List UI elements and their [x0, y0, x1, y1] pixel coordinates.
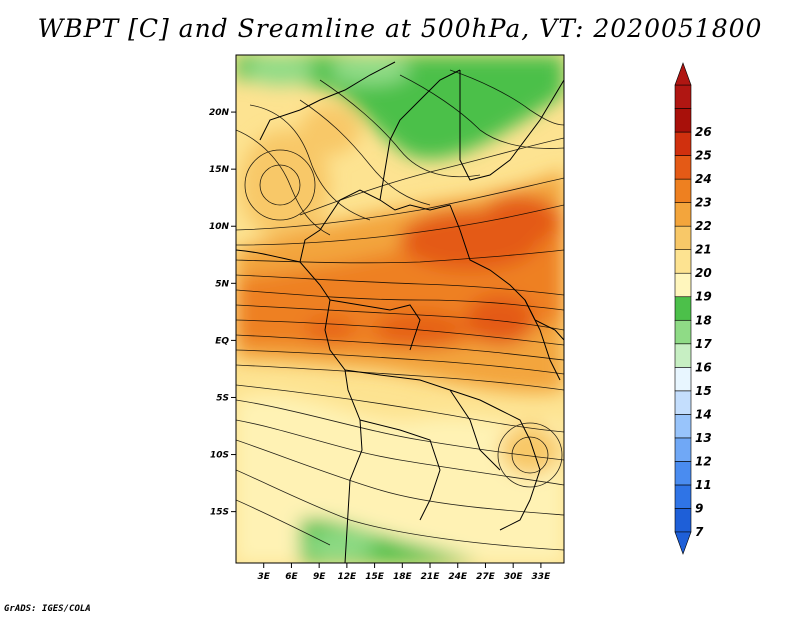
colorbar-swatch [674, 508, 692, 533]
lon-tick-label: 12E [338, 572, 358, 582]
grads-credit: GrADS: IGES/COLA [4, 604, 91, 614]
latitude-axis: 20N 15N 10N 5N EQ 5S 10S 15S [209, 108, 236, 518]
lon-tick-label: 6E [285, 572, 298, 582]
colorbar-swatch [674, 390, 692, 415]
colorbar-label: 17 [695, 337, 712, 351]
colorbar-label: 25 [695, 149, 712, 163]
lon-tick-label: 27E [476, 572, 496, 582]
colorbar-label: 9 [695, 501, 703, 515]
lat-tick-label: 10S [210, 451, 229, 461]
lon-tick-label: 33E [532, 572, 552, 582]
colorbar-low-arrow [674, 531, 692, 555]
colorbar-swatch [674, 367, 692, 392]
colorbar-swatch [674, 202, 692, 227]
colorbar-label: 20 [695, 266, 712, 280]
colorbar-swatch [674, 437, 692, 462]
colorbar-label: 22 [695, 219, 712, 233]
colorbar-label: 24 [695, 172, 712, 186]
colorbar-swatch [674, 272, 692, 298]
lat-tick-label: 15N [209, 165, 230, 175]
colorbar-swatch [674, 319, 692, 345]
colorbar-label: 11 [695, 478, 712, 492]
colorbar: 7 9 11 12 13 14 15 16 17 18 19 20 21 22 23 24 25 26 [674, 62, 712, 555]
lon-tick-label: 21E [421, 572, 441, 582]
country-borders [236, 61, 564, 563]
colorbar-swatch [674, 484, 692, 509]
lon-tick-label: 9E [313, 572, 326, 582]
colorbar-label: 23 [695, 196, 712, 210]
lon-tick-label: 24E [448, 572, 468, 582]
colorbar-label: 13 [695, 431, 712, 445]
colorbar-swatch [674, 84, 692, 109]
map-title: WBPT [C] and Sreamline at 500hPa, VT: 20… [37, 14, 763, 43]
colorbar-high-arrow [674, 62, 692, 86]
streamlines [236, 69, 564, 551]
wbpt-field [236, 55, 564, 563]
colorbar-swatch [674, 249, 692, 274]
colorbar-swatch [674, 178, 692, 203]
colorbar-label: 16 [695, 360, 712, 374]
colorbar-swatch [674, 108, 692, 133]
colorbar-swatch [674, 414, 692, 439]
lon-tick-label: 18E [393, 572, 413, 582]
lat-tick-label: EQ [215, 336, 229, 346]
lon-tick-label: 30E [504, 572, 524, 582]
colorbar-label: 19 [695, 290, 712, 304]
plot-frame [235, 54, 565, 564]
lat-tick-label: 20N [209, 108, 230, 118]
colorbar-swatch [674, 155, 692, 180]
colorbar-label: 21 [695, 243, 712, 257]
colorbar-label: 15 [695, 384, 712, 398]
lat-tick-label: 15S [210, 508, 229, 518]
colorbar-label: 7 [695, 525, 704, 539]
colorbar-swatch [674, 461, 692, 486]
colorbar-label: 14 [695, 407, 712, 421]
colorbar-label: 26 [695, 125, 712, 139]
colorbar-label: 18 [695, 313, 712, 327]
colorbar-label: 12 [695, 454, 712, 468]
lon-tick-label: 15E [365, 572, 385, 582]
lat-tick-label: 10N [209, 222, 230, 232]
colorbar-swatch [674, 343, 692, 368]
colorbar-swatch [674, 225, 692, 250]
colorbar-swatch [674, 131, 692, 156]
lat-tick-label: 5N [215, 279, 229, 289]
colorbar-swatch [674, 296, 692, 321]
lon-tick-label: 3E [258, 572, 271, 582]
lat-tick-label: 5S [216, 393, 229, 403]
longitude-axis: 3E 6E 9E 12E 15E 18E 21E 24E 27E 30E 33E [258, 563, 552, 582]
